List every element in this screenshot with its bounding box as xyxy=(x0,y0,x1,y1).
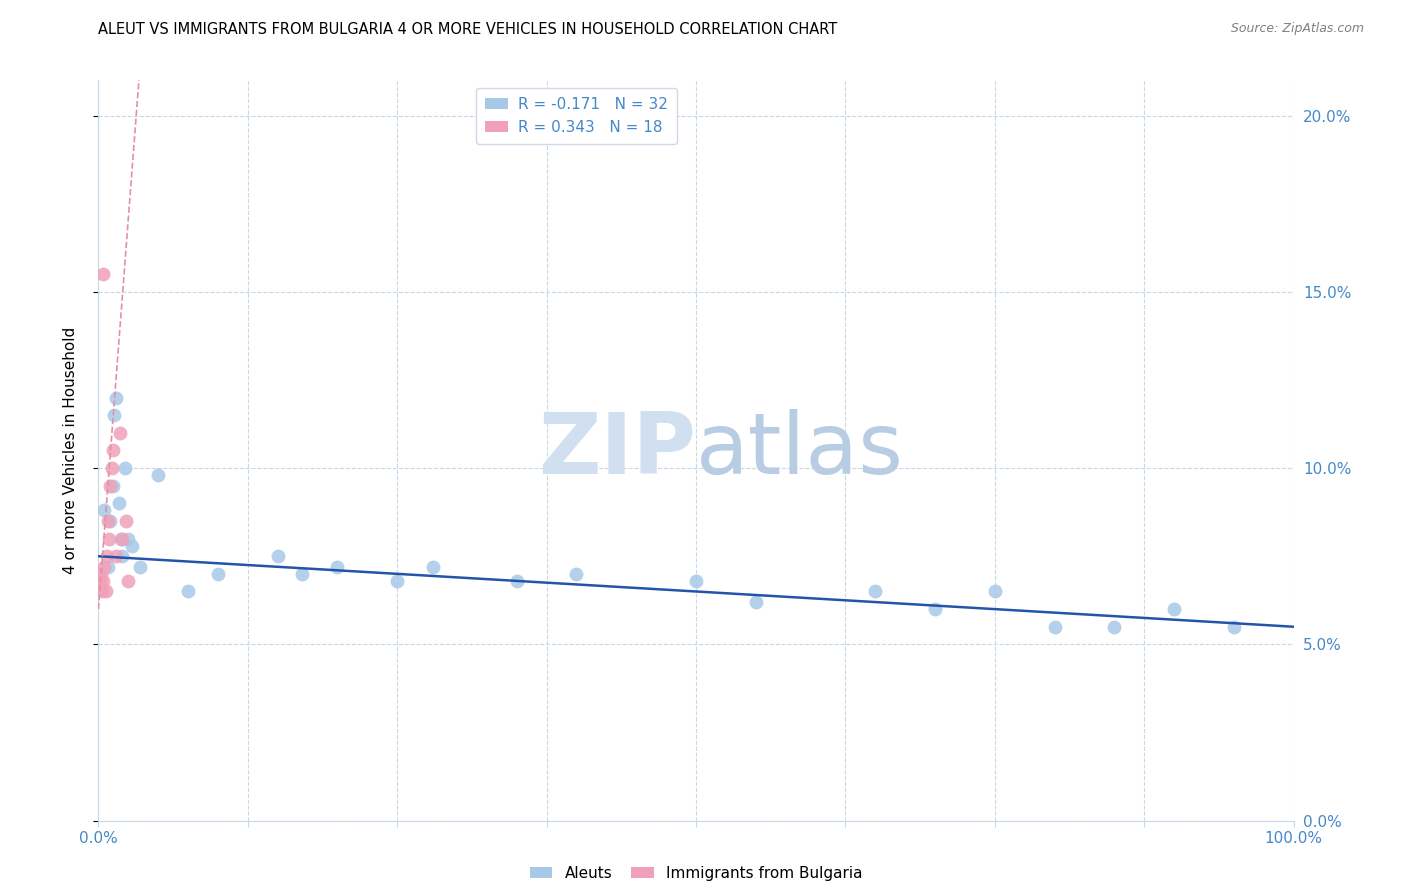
Point xyxy=(111,532,134,546)
Point xyxy=(1163,602,1185,616)
Point xyxy=(565,566,588,581)
Point xyxy=(97,514,120,528)
Text: atlas: atlas xyxy=(696,409,904,492)
Point xyxy=(745,595,768,609)
Point xyxy=(1043,620,1066,634)
Point xyxy=(105,391,128,405)
Legend: Aleuts, Immigrants from Bulgaria: Aleuts, Immigrants from Bulgaria xyxy=(523,860,869,887)
Point xyxy=(90,566,112,581)
Point xyxy=(91,267,114,281)
Point xyxy=(177,584,200,599)
Point xyxy=(101,479,124,493)
Text: ALEUT VS IMMIGRANTS FROM BULGARIA 4 OR MORE VEHICLES IN HOUSEHOLD CORRELATION CH: ALEUT VS IMMIGRANTS FROM BULGARIA 4 OR M… xyxy=(98,22,838,37)
Point xyxy=(100,461,122,475)
Text: Source: ZipAtlas.com: Source: ZipAtlas.com xyxy=(1230,22,1364,36)
Point xyxy=(111,549,134,564)
Point xyxy=(267,549,290,564)
Point xyxy=(290,566,312,581)
Point xyxy=(422,559,444,574)
Point xyxy=(98,514,122,528)
Y-axis label: 4 or more Vehicles in Household: 4 or more Vehicles in Household xyxy=(63,326,77,574)
Point xyxy=(117,574,139,588)
Point xyxy=(108,425,131,440)
Point xyxy=(91,574,114,588)
Point xyxy=(93,559,115,574)
Point xyxy=(98,532,121,546)
Point xyxy=(984,584,1007,599)
Point xyxy=(129,559,152,574)
Point xyxy=(101,443,124,458)
Point xyxy=(94,584,117,599)
Point xyxy=(385,574,409,588)
Point xyxy=(863,584,887,599)
Point xyxy=(506,574,529,588)
Text: ZIP: ZIP xyxy=(538,409,696,492)
Point xyxy=(93,503,115,517)
Point xyxy=(107,496,129,510)
Point xyxy=(97,559,120,574)
Point xyxy=(103,408,125,422)
Point xyxy=(117,532,139,546)
Point xyxy=(148,468,170,483)
Point xyxy=(114,461,136,475)
Point xyxy=(924,602,946,616)
Point xyxy=(115,514,138,528)
Point xyxy=(96,549,118,564)
Point xyxy=(110,532,132,546)
Point xyxy=(207,566,229,581)
Point xyxy=(1102,620,1125,634)
Point xyxy=(326,559,349,574)
Point xyxy=(105,549,128,564)
Point xyxy=(91,584,114,599)
Point xyxy=(98,479,122,493)
Point xyxy=(121,539,143,553)
Point xyxy=(89,574,111,588)
Point xyxy=(1222,620,1246,634)
Point xyxy=(685,574,707,588)
